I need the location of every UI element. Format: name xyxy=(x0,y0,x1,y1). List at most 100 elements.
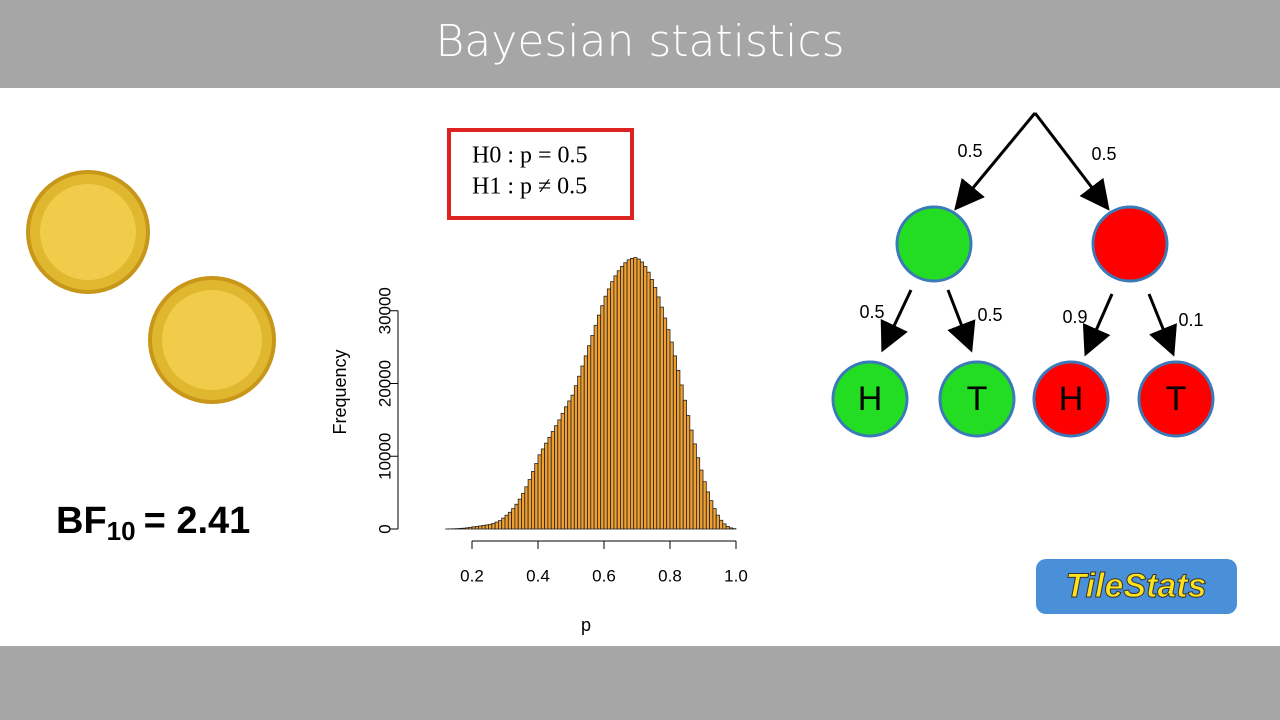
bar xyxy=(666,329,671,530)
bar xyxy=(669,341,674,530)
bar xyxy=(494,521,499,530)
bar xyxy=(702,481,707,530)
bf-label: BF xyxy=(56,500,107,542)
edge-label: 0.5 xyxy=(1091,144,1116,164)
bar xyxy=(672,355,677,530)
bar xyxy=(659,306,664,530)
bar xyxy=(603,295,608,530)
bar xyxy=(620,265,625,530)
bar xyxy=(639,261,644,530)
y-tick-label: 20000 xyxy=(375,360,394,407)
bar xyxy=(474,526,479,530)
bar xyxy=(458,528,463,530)
bar xyxy=(567,400,572,530)
bar xyxy=(630,257,635,530)
slide-title: Bayesian statistics xyxy=(436,16,845,67)
coin-face xyxy=(40,184,136,280)
bar xyxy=(600,305,605,530)
bayes-factor: BF10 = 2.41 xyxy=(56,500,250,546)
bar xyxy=(692,443,697,530)
x-tick-label: 0.4 xyxy=(526,566,550,585)
y-tick-label: 30000 xyxy=(375,287,394,334)
bar xyxy=(610,281,615,530)
hypothesis: H1 : p ≠ 0.5 xyxy=(472,174,587,200)
bar xyxy=(719,519,724,530)
bar xyxy=(722,523,727,530)
bar xyxy=(461,527,466,530)
hypothesis: H0 : p = 0.5 xyxy=(472,143,588,169)
bar xyxy=(699,469,704,530)
footer-bar xyxy=(0,646,1280,720)
edge-label: 0.9 xyxy=(1062,307,1087,327)
bar xyxy=(544,442,549,530)
edge xyxy=(946,289,976,353)
title-bar xyxy=(0,0,1280,88)
bar xyxy=(537,454,542,530)
bar xyxy=(636,258,641,530)
leaf-node xyxy=(1137,360,1215,438)
bar xyxy=(484,524,489,530)
bar xyxy=(593,324,598,530)
edge xyxy=(1033,112,1110,211)
leaves: H T H T xyxy=(831,360,1215,438)
bar xyxy=(517,498,522,530)
bar xyxy=(471,526,476,530)
bar xyxy=(521,492,526,530)
bar xyxy=(507,511,512,530)
edge-label: 0.1 xyxy=(1178,310,1203,330)
edge-label: 0.5 xyxy=(859,302,884,322)
bar xyxy=(709,500,714,530)
bar xyxy=(478,525,483,530)
bar xyxy=(653,287,658,530)
bar xyxy=(527,479,532,530)
bar xyxy=(686,415,691,530)
histogram: 0.2 0.4 0.6 0.8 1.0 0 10000 20000 30000 p Frequenc… xyxy=(330,257,748,635)
bar xyxy=(613,275,618,530)
bar xyxy=(564,406,569,530)
bar xyxy=(646,271,651,530)
bar xyxy=(481,524,486,530)
bar xyxy=(682,399,687,530)
edge xyxy=(1147,293,1177,357)
bar xyxy=(534,463,539,530)
bar xyxy=(573,385,578,530)
edge xyxy=(880,289,913,353)
bar xyxy=(715,514,720,530)
y-axis-label: Frequency xyxy=(330,349,350,434)
bar xyxy=(468,526,473,530)
bar xyxy=(488,524,493,530)
bar xyxy=(577,375,582,530)
bar xyxy=(725,526,730,530)
y-tick-label: 0 xyxy=(375,524,394,533)
bar xyxy=(554,425,559,530)
bar xyxy=(663,317,668,530)
bar xyxy=(689,429,694,530)
bar xyxy=(497,520,503,530)
bar xyxy=(712,508,717,530)
bar xyxy=(501,517,506,530)
bar xyxy=(550,431,555,530)
bf-value: = 2.41 xyxy=(144,500,251,542)
bar xyxy=(531,471,536,530)
bar xyxy=(676,370,681,530)
tree-edges xyxy=(880,112,1177,357)
x-tick-label: 0.8 xyxy=(658,566,682,585)
leaf-node xyxy=(1032,360,1110,438)
bar xyxy=(504,514,509,530)
bar xyxy=(643,265,648,530)
bf-subscript: 10 xyxy=(107,516,136,546)
bar xyxy=(649,279,654,530)
bar xyxy=(570,394,575,530)
bar xyxy=(679,384,684,530)
bar xyxy=(557,419,562,530)
x-tick-label: 1.0 xyxy=(724,566,748,585)
bar xyxy=(597,314,602,530)
bar xyxy=(514,503,519,530)
bar xyxy=(606,288,611,530)
leaf-label: H xyxy=(1059,380,1084,418)
bar xyxy=(590,335,595,530)
leaf-label: T xyxy=(967,380,988,418)
bar xyxy=(583,355,588,530)
